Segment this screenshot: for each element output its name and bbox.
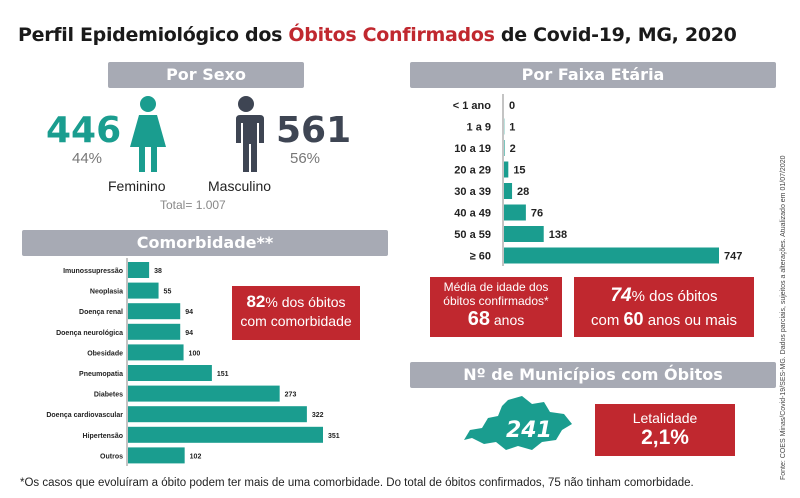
comorbidade-category-label: Outros [100, 453, 123, 460]
idosos-line1: % dos óbitos [631, 288, 718, 305]
comorbidade-pct: 82 [246, 292, 266, 311]
comorbidade-header: Comorbidade** [22, 230, 388, 256]
comorbidade-category-label: Imunossupressão [63, 268, 123, 275]
faixa-value-label: 28 [517, 186, 529, 198]
male-icon [232, 96, 264, 172]
faixa-category-label: ≥ 60 [470, 251, 491, 263]
faixa-value-label: 138 [549, 229, 567, 241]
media-idade-box: Média de idade dos óbitos confirmados* 6… [430, 277, 562, 337]
comorbidade-value-label: 55 [164, 289, 172, 296]
comorbidade-bar [128, 406, 307, 423]
comorbidade-stat-line1: % dos óbitos [265, 294, 346, 310]
faixa-value-label: 747 [724, 251, 742, 263]
faixa-value-label: 15 [513, 165, 525, 177]
comorbidade-bar [128, 303, 181, 320]
total-label: Total= 1.007 [160, 198, 226, 212]
faixa-category-label: 30 a 39 [454, 186, 491, 198]
faixa-bar [504, 226, 544, 242]
faixa-category-label: 1 a 9 [467, 122, 491, 134]
comorbidade-bar [128, 323, 181, 340]
faixa-bar [504, 140, 505, 156]
comorbidade-bar [128, 344, 184, 361]
comorbidade-value-label: 351 [328, 433, 340, 440]
sexo-header: Por Sexo [108, 62, 304, 88]
comorbidade-stat-line2: com comorbidade [240, 313, 352, 329]
female-icon [130, 96, 166, 172]
masculino-pct: 56% [290, 150, 321, 167]
comorbidade-chart: Imunossupressão 38 Neoplasia 55 Doença renal… [46, 258, 340, 466]
comorbidade-category-label: Pneumopatia [79, 371, 123, 378]
idosos-pct: 74 [610, 285, 632, 306]
idosos-line2b: anos ou mais [643, 312, 737, 329]
comorbidade-bar [128, 282, 159, 299]
letalidade-label: Letalidade [632, 410, 698, 426]
faixa-category-label: 50 a 59 [454, 229, 491, 241]
media-idade-line2: óbitos confirmados* [443, 294, 549, 308]
faixa-category-label: 20 a 29 [454, 165, 491, 177]
idosos-line2a: com [591, 312, 624, 329]
comorbidade-bar [128, 447, 185, 464]
footnote: *Os casos que evoluíram a óbito podem te… [20, 477, 694, 489]
comorbidade-category-label: Neoplasia [90, 289, 123, 296]
municipios-header: Nº de Municípios com Óbitos [410, 362, 776, 388]
idosos-value: 60 [623, 309, 644, 329]
comorbidade-bar [128, 365, 212, 381]
faixa-value-label: 76 [531, 208, 543, 220]
comorbidade-value-label: 100 [189, 350, 201, 357]
faixa-value-label: 0 [509, 100, 515, 112]
comorbidade-value-label: 273 [285, 392, 297, 399]
media-idade-line1: Média de idade dos [443, 280, 549, 294]
comorbidade-category-label: Hipertensão [83, 433, 123, 440]
faixa-bar [504, 204, 526, 221]
comorbidade-value-label: 94 [185, 309, 193, 316]
comorbidade-stat-box: 82% dos óbitos com comorbidade [232, 286, 360, 340]
feminino-count: 446 [46, 110, 122, 151]
faixa-value-label: 2 [510, 143, 516, 155]
idosos-box: 74% dos óbitos com 60 anos ou mais [574, 277, 754, 337]
faixa-category-label: 10 a 19 [454, 143, 491, 155]
faixa-category-label: < 1 ano [453, 100, 491, 112]
letalidade-value: 2,1% [641, 426, 689, 449]
source-note: Fonte: COES Minas/Covid-19/SES-MG. Dados… [780, 155, 787, 481]
comorbidade-value-label: 102 [190, 453, 202, 460]
masculino-label: Masculino [208, 178, 272, 194]
comorbidade-value-label: 38 [154, 268, 162, 275]
page-title: Perfil Epidemiológico dos Óbitos Confirm… [18, 24, 737, 46]
feminino-pct: 44% [72, 150, 103, 167]
faixa-bar [504, 183, 513, 199]
comorbidade-bar [128, 385, 280, 402]
comorbidade-value-label: 322 [312, 412, 324, 419]
faixa-header: Por Faixa Etária [410, 62, 776, 88]
comorbidade-category-label: Obesidade [87, 350, 123, 357]
faixa-chart: < 1 ano 0 1 a 9 1 10 a 19 2 20 a 29 15 30 a 39 28… [453, 94, 742, 266]
comorbidade-category-label: Doença cardiovascular [46, 412, 123, 419]
comorbidade-value-label: 94 [185, 330, 193, 337]
municipios-count: 241 [506, 418, 552, 443]
comorbidade-bar [128, 426, 323, 443]
faixa-bar [504, 161, 509, 178]
comorbidade-category-label: Doença renal [79, 309, 123, 316]
comorbidade-bar [128, 262, 150, 278]
letalidade-box: Letalidade 2,1% [595, 404, 735, 456]
comorbidade-category-label: Diabetes [94, 392, 123, 399]
media-idade-value: 68 [467, 308, 490, 330]
media-idade-unit: anos [490, 312, 525, 328]
masculino-count: 561 [276, 110, 352, 151]
faixa-value-label: 1 [509, 122, 515, 134]
mg-map-icon [464, 396, 572, 450]
comorbidade-value-label: 151 [217, 371, 229, 378]
feminino-label: Feminino [108, 178, 166, 194]
comorbidade-category-label: Doença neurológica [56, 330, 123, 337]
faixa-bar [504, 247, 719, 264]
faixa-category-label: 40 a 49 [454, 208, 491, 220]
